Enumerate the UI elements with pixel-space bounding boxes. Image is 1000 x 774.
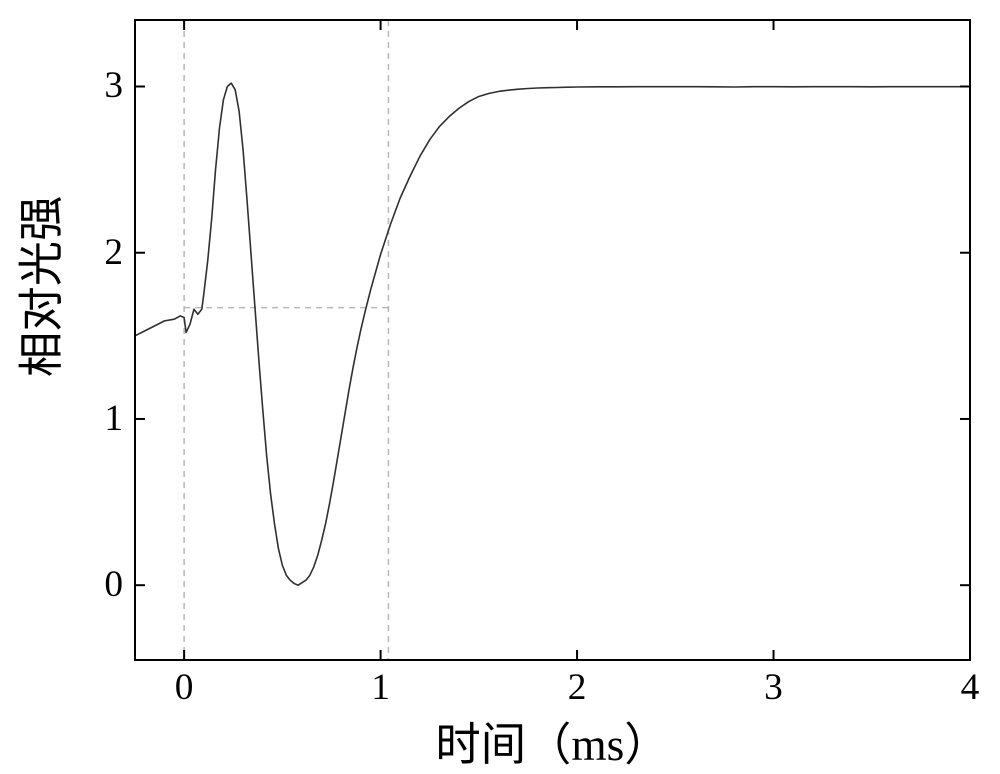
tick-labels: 0 1 2 3 4 0 1 2 3 [0, 0, 1000, 762]
x-tick-label: 2 [537, 666, 617, 709]
y-tick-label: 2 [104, 231, 123, 274]
x-tick-label: 4 [930, 666, 1000, 709]
figure-container: 相对光强 时间（ms） 012340123 [0, 0, 1000, 762]
y-tick-label: 0 [104, 563, 123, 606]
x-tick-label: 3 [734, 666, 814, 709]
y-tick-label: 1 [104, 397, 123, 440]
x-tick-label: 0 [144, 666, 224, 709]
x-tick-label: 1 [341, 666, 421, 709]
y-tick-label: 3 [104, 64, 123, 107]
